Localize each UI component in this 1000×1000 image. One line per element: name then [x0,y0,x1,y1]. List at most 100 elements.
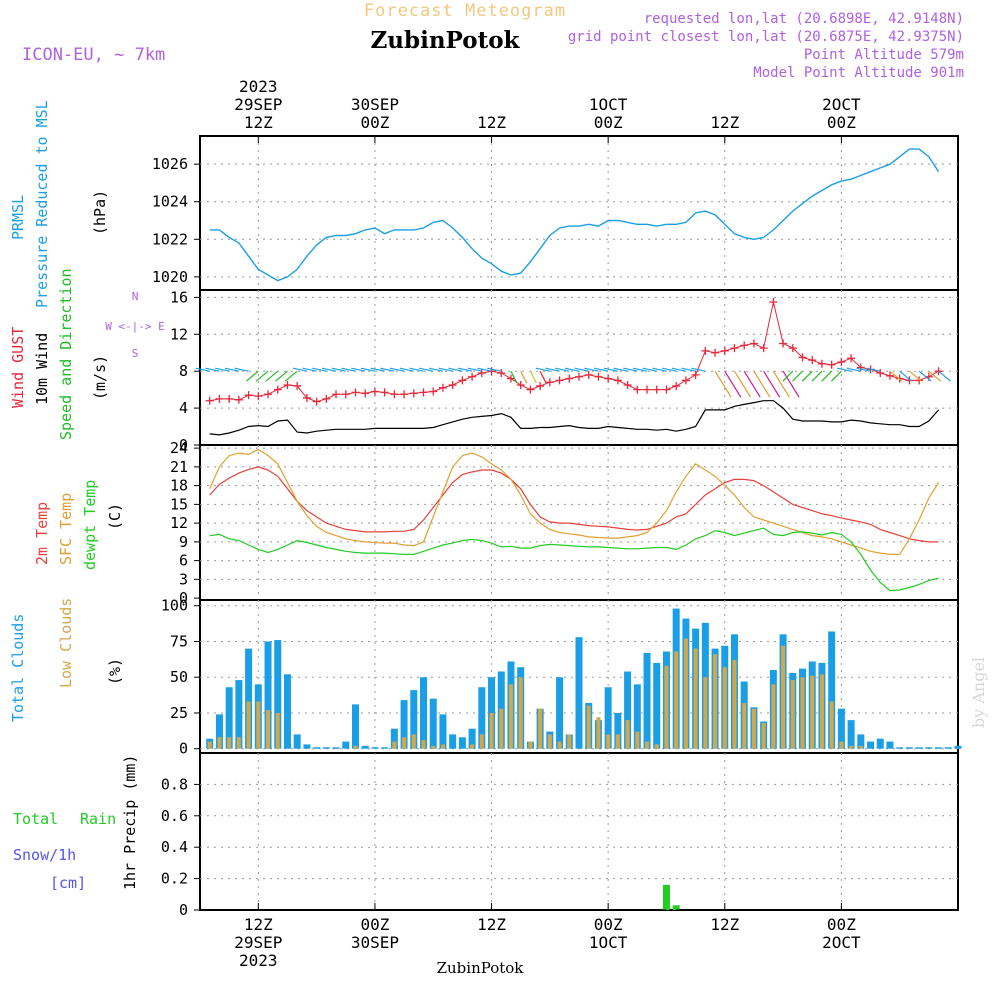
low-cloud-bar [858,745,863,749]
pressure-label-prmsl: PRMSL [9,195,27,240]
panel-frame-pressure [199,135,959,291]
total-cloud-bar [215,714,223,749]
time-label-top: 30SEP [351,95,399,114]
low-cloud-bar [402,737,407,749]
time-label-bottom: 00Z [594,915,623,934]
total-cloud-bar [653,662,661,749]
wind-direction-label: Speed and Direction [57,268,75,440]
wind-direction-arrow [836,367,852,372]
gust-marker [234,395,243,404]
wind-direction-arrow [370,367,385,372]
wind-direction-arrow [856,367,871,372]
wind-direction-arrow [205,367,220,372]
gust-marker [623,381,632,390]
requested-coords: requested lon,lat (20.6898E, 42.9148N) [644,11,964,27]
total-cloud-bar [390,728,398,749]
total-cloud-bar [225,687,233,749]
pressure-panel-labels: PRMSL Pressure Reduced to MSL (hPa) [9,100,109,308]
total-cloud-bar [925,747,933,749]
temp-2m-label: 2m Temp [33,502,51,565]
wind-direction-arrow [245,370,259,382]
wind-direction-arrow [603,367,618,372]
snow-label: Snow/1h [13,846,76,864]
wind-direction-arrow [714,370,732,398]
total-cloud-bar [371,747,379,749]
time-label-bottom: 12Z [244,915,273,934]
wind-direction-arrow [652,367,667,372]
gust-marker [468,372,477,381]
wind-direction-arrow [457,367,473,372]
low-cloud-bar [829,701,834,749]
gust-marker [477,369,486,378]
wind-direction-arrow [341,367,356,372]
model-altitude: Model Point Altitude 901m [753,65,964,81]
rain-bar [672,905,680,910]
gust-marker [370,387,379,396]
pressure-unit: (hPa) [91,190,109,235]
low-cloud-bar [567,734,572,749]
low-cloud-bar [518,677,523,749]
app-title: Forecast Meteogram [364,1,566,21]
time-label-top: 00Z [827,113,856,132]
total-cloud-bar [847,720,855,749]
low-cloud-bar [645,741,650,749]
gust-marker [400,390,409,399]
closest-coords: grid point closest lon,lat (20.6875E, 42… [568,29,964,45]
time-label-top: 12Z [477,113,506,132]
low-cloud-bar [508,684,513,749]
total-cloud-bar [235,680,243,749]
low-cloud-bar [489,712,494,749]
gust-marker [885,371,894,380]
wind-direction-arrow [477,367,492,372]
gust-marker [526,385,535,394]
wind-direction-arrow [224,367,239,372]
total-cloud-bar [915,747,923,749]
wind-direction-arrow [409,367,424,372]
gust-marker [516,381,525,390]
time-label-top: 12Z [244,113,273,132]
total-cloud-bar [614,712,622,749]
gust-marker [506,374,515,383]
wind-panel-labels: Wind GUST 10m Wind Speed and Direction (… [9,268,165,440]
time-label-top: 00Z [360,113,389,132]
wind-direction-arrow [520,370,528,384]
compass-we: W <-|-> E [105,320,165,333]
low-cloud-bar [217,737,222,749]
wind-direction-arrow [632,367,648,372]
low-cloud-bar [625,720,630,749]
total-cloud-bar [837,708,845,749]
gust-marker [769,297,778,306]
time-label-top: 2OCT [822,95,861,114]
gust-marker [536,381,545,390]
time-label-bottom: 30SEP [351,933,399,952]
compass-s: S [132,347,139,360]
time-label-top: 1OCT [589,95,628,114]
low-cloud-bar [703,677,708,749]
gust-marker [205,396,214,405]
y-tick-label: 12 [170,325,188,343]
total-cloud-bar [575,637,583,749]
total-cloud-bar [420,677,428,749]
low-cloud-bar [751,708,756,749]
y-tick-label: 1022 [152,230,188,248]
low-cloud-bar [635,731,640,749]
total-cloud-bar [643,652,651,749]
wind-direction-arrow [535,367,550,372]
low-cloud-bar [236,737,241,749]
temp-sfc-line [209,448,940,556]
gust-marker [808,356,817,365]
total-cloud-bar [458,737,466,749]
wind-gust-label: Wind GUST [9,327,27,408]
wind-direction-arrow [594,367,609,372]
low-cloud-bar [790,680,795,749]
snow-unit: [cm] [50,874,86,892]
wind-direction-arrow [642,367,657,372]
gust-marker [458,376,467,385]
low-cloud-bar [470,744,475,749]
wind-direction-arrow [801,370,813,382]
gust-marker [691,370,700,379]
wind-direction-arrow [928,370,942,382]
wind-direction-arrow [312,367,327,372]
total-cloud-bar [351,704,359,749]
gust-marker [545,378,554,387]
